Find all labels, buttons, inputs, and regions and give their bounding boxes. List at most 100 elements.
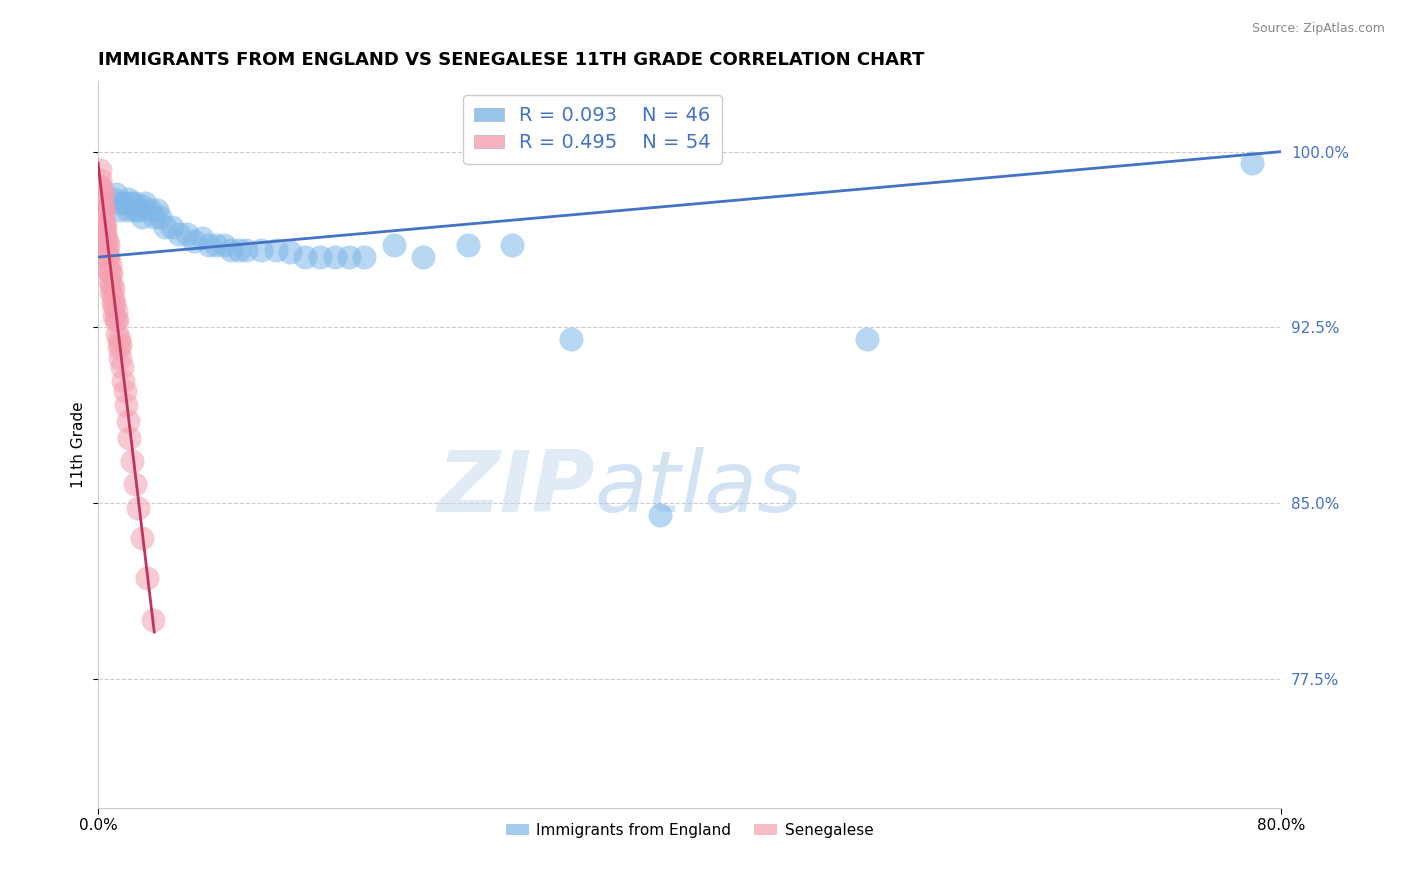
Point [105, 327, 128, 342]
Point [131, 531, 153, 545]
Point [278, 245, 301, 260]
Point [131, 211, 153, 225]
Point [648, 508, 671, 522]
Point [353, 250, 375, 264]
Point [98, 267, 121, 281]
Point [100, 285, 122, 300]
Point [91, 211, 114, 225]
Y-axis label: 11th Grade: 11th Grade [72, 401, 86, 488]
Point [1240, 156, 1263, 170]
Point [101, 280, 124, 294]
Point [89, 163, 111, 178]
Point [101, 192, 124, 206]
Point [103, 297, 125, 311]
Point [100, 267, 122, 281]
Point [98, 257, 121, 271]
Point [117, 414, 139, 428]
Point [101, 290, 124, 304]
Point [309, 250, 332, 264]
Point [323, 250, 346, 264]
Point [101, 297, 124, 311]
Point [153, 219, 176, 234]
Point [93, 219, 115, 234]
Point [856, 332, 879, 346]
Point [124, 196, 146, 211]
Point [124, 203, 146, 218]
Point [117, 192, 139, 206]
Point [190, 231, 212, 245]
Point [560, 332, 582, 346]
Point [104, 186, 127, 201]
Point [339, 250, 361, 264]
Point [198, 238, 221, 252]
Point [91, 196, 114, 211]
Point [107, 332, 129, 346]
Point [139, 203, 162, 218]
Point [93, 215, 115, 229]
Point [121, 454, 143, 468]
Point [412, 250, 434, 264]
Point [97, 250, 120, 264]
Point [110, 351, 132, 365]
Point [112, 374, 135, 388]
Point [100, 278, 122, 293]
Point [111, 360, 134, 375]
Point [90, 192, 112, 206]
Point [105, 313, 128, 327]
Point [104, 313, 127, 327]
Point [118, 430, 141, 444]
Point [149, 211, 172, 225]
Point [143, 211, 166, 225]
Point [228, 243, 250, 257]
Point [103, 309, 125, 323]
Point [294, 250, 316, 264]
Point [249, 243, 271, 257]
Point [96, 250, 118, 264]
Point [107, 342, 129, 356]
Point [457, 238, 479, 252]
Point [146, 203, 169, 218]
Point [501, 238, 523, 252]
Point [89, 173, 111, 187]
Point [235, 243, 257, 257]
Point [382, 238, 405, 252]
Point [176, 227, 198, 241]
Point [142, 613, 165, 627]
Text: IMMIGRANTS FROM ENGLAND VS SENEGALESE 11TH GRADE CORRELATION CHART: IMMIGRANTS FROM ENGLAND VS SENEGALESE 11… [98, 51, 924, 69]
Point [91, 203, 114, 218]
Point [93, 227, 115, 241]
Point [135, 571, 157, 585]
Point [205, 238, 228, 252]
Point [93, 203, 115, 218]
Point [104, 304, 127, 318]
Point [212, 238, 235, 252]
Point [128, 203, 150, 218]
Legend: Immigrants from England, Senegalese: Immigrants from England, Senegalese [499, 816, 880, 844]
Point [160, 219, 183, 234]
Point [124, 477, 146, 491]
Point [183, 234, 205, 248]
Point [114, 196, 136, 211]
Point [94, 234, 117, 248]
Point [110, 196, 132, 211]
Point [127, 500, 149, 515]
Point [90, 186, 112, 201]
Point [219, 243, 242, 257]
Point [97, 261, 120, 276]
Point [98, 273, 121, 287]
Point [264, 243, 287, 257]
Point [90, 179, 112, 194]
Point [131, 198, 153, 212]
Text: Source: ZipAtlas.com: Source: ZipAtlas.com [1251, 22, 1385, 36]
Text: atlas: atlas [595, 447, 803, 530]
Point [91, 186, 114, 201]
Point [110, 336, 132, 351]
Point [97, 238, 120, 252]
Point [94, 219, 117, 234]
Point [169, 227, 191, 241]
Point [115, 398, 138, 412]
Point [89, 179, 111, 194]
Point [134, 196, 156, 211]
Text: ZIP: ZIP [437, 447, 595, 530]
Point [114, 384, 136, 398]
